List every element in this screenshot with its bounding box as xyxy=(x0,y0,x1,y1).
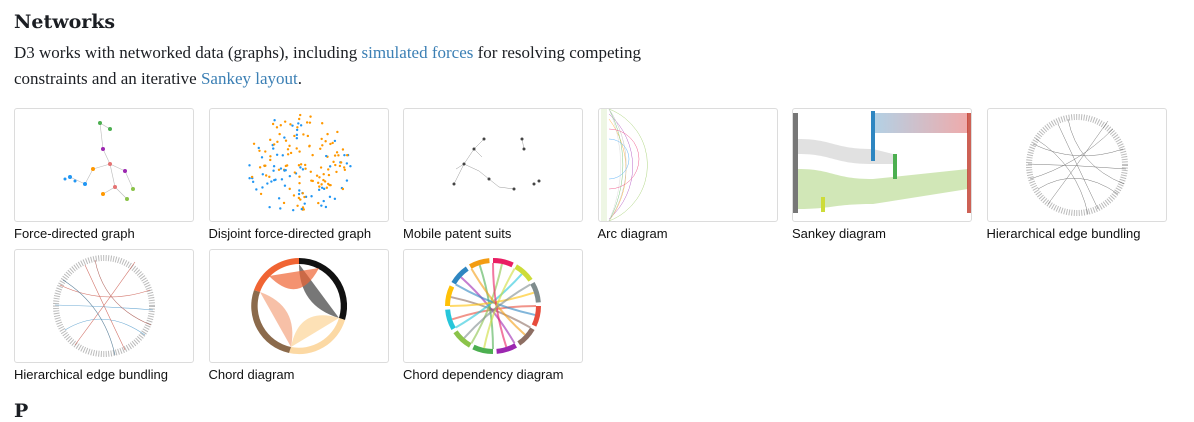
section-description: D3 works with networked data (graphs), i… xyxy=(14,40,654,92)
card-label: Disjoint force-directed graph xyxy=(208,226,372,241)
desc-text-1: D3 works with networked data (graphs), i… xyxy=(14,43,362,62)
card-chord-diagram[interactable]: Chord diagram xyxy=(208,249,389,383)
desc-text-2: for resolving competing constraints and … xyxy=(14,43,641,88)
simulated-forces-link[interactable]: simulated forces xyxy=(361,43,474,62)
card-force-directed-graph[interactable]: Force-directed graph xyxy=(14,108,194,242)
card-label: Arc diagram xyxy=(597,226,668,241)
sankey-thumbnail[interactable] xyxy=(792,108,972,222)
card-arc-diagram[interactable]: Arc diagram xyxy=(597,108,778,242)
card-label: Force-directed graph xyxy=(14,226,135,241)
section-title: Networks xyxy=(14,11,116,33)
next-section-title: P xyxy=(14,400,29,422)
arc-diagram-thumbnail[interactable] xyxy=(597,108,778,222)
card-disjoint-force-directed-graph[interactable]: Disjoint force-directed graph xyxy=(208,108,389,242)
card-label: Hierarchical edge bundling xyxy=(986,226,1141,241)
card-mobile-patent-suits[interactable]: Mobile patent suits xyxy=(403,108,583,242)
card-label: Chord diagram xyxy=(208,367,295,382)
desc-text-3: . xyxy=(297,69,302,88)
card-label: Sankey diagram xyxy=(792,226,886,241)
card-label: Chord dependency diagram xyxy=(403,367,564,382)
card-chord-dependency-diagram[interactable]: Chord dependency diagram xyxy=(403,249,583,383)
card-hierarchical-edge-bundling-colored[interactable]: Hierarchical edge bundling xyxy=(14,249,194,383)
force-graph-thumbnail[interactable] xyxy=(14,108,194,222)
card-label: Mobile patent suits xyxy=(403,226,512,241)
sankey-layout-link[interactable]: Sankey layout xyxy=(200,69,298,88)
edge-bundling-thumbnail[interactable] xyxy=(986,108,1167,222)
patent-suits-thumbnail[interactable] xyxy=(403,108,583,222)
edge-bundling-color-thumbnail[interactable] xyxy=(14,249,194,363)
card-label: Hierarchical edge bundling xyxy=(14,367,168,382)
examples-grid: Force-directed graph Disjoint force-dire… xyxy=(14,108,1167,383)
disjoint-force-thumbnail[interactable] xyxy=(208,108,389,222)
card-sankey-diagram[interactable]: Sankey diagram xyxy=(792,108,972,242)
card-hierarchical-edge-bundling[interactable]: Hierarchical edge bundling xyxy=(986,108,1167,242)
chord-dependency-thumbnail[interactable] xyxy=(403,249,583,363)
chord-thumbnail[interactable] xyxy=(208,249,389,363)
